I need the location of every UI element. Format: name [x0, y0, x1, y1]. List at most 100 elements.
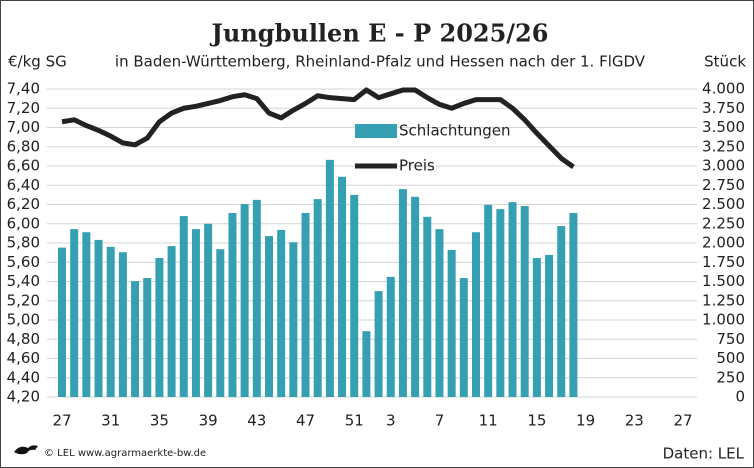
y-tick-label: 6,20 [7, 195, 40, 213]
x-tick-label: 23 [625, 412, 644, 430]
y-tick-label: 4,80 [7, 330, 40, 348]
legend-label: Schlachtungen [399, 122, 511, 140]
bar [520, 206, 529, 397]
y2-tick-label: 750 [716, 330, 745, 348]
bar [496, 209, 505, 397]
bar [204, 223, 213, 397]
x-tick-label: 51 [345, 412, 364, 430]
x-tick-label: 7 [435, 412, 445, 430]
bar [447, 249, 456, 397]
y-tick-label: 7,00 [7, 118, 40, 136]
x-tick-label: 47 [296, 412, 315, 430]
bar [70, 229, 79, 397]
y-tick-label: 5,40 [7, 272, 40, 290]
y2-tick-label: 1.500 [702, 272, 745, 290]
bar [532, 258, 541, 397]
bar [240, 204, 249, 397]
y2-tick-label: 3.500 [702, 118, 745, 136]
bar [569, 212, 578, 397]
y-tick-label: 6,60 [7, 157, 40, 175]
x-tick-label: 19 [576, 412, 595, 430]
y-tick-label: 4,60 [7, 349, 40, 367]
y-tick-label: 6,00 [7, 214, 40, 232]
bar [277, 229, 286, 397]
y2-tick-label: 3.000 [702, 157, 745, 175]
x-tick-label: 11 [479, 412, 498, 430]
legend-label: Preis [399, 157, 435, 175]
bar [338, 176, 347, 397]
bar [265, 236, 273, 397]
x-tick-label: 27 [52, 412, 71, 430]
bar [484, 204, 493, 397]
y2-tick-label: 1.750 [702, 253, 745, 271]
bar [374, 291, 383, 397]
bar [191, 229, 200, 397]
y-tick-label: 4,40 [7, 368, 40, 386]
bar [252, 199, 261, 397]
bar [179, 216, 188, 397]
bar [398, 189, 407, 397]
bar [557, 226, 566, 397]
bar [82, 232, 91, 397]
legend-swatch [355, 124, 397, 138]
y2-axis-label: Stück [704, 53, 746, 71]
y2-tick-label: 4.000 [702, 80, 745, 98]
y2-tick-label: 1.000 [702, 311, 745, 329]
x-tick-label: 39 [199, 412, 218, 430]
y2-tick-label: 2.750 [702, 176, 745, 194]
bar [155, 258, 164, 397]
y2-tick-label: 3.750 [702, 99, 745, 117]
x-tick-label: 3 [386, 412, 396, 430]
bar [289, 242, 298, 397]
bar [58, 247, 66, 397]
y-tick-label: 6,80 [7, 137, 40, 155]
y-tick-label: 6,40 [7, 176, 40, 194]
bar [545, 254, 554, 397]
y-tick-label: 7,20 [7, 99, 40, 117]
x-tick-label: 27 [673, 412, 692, 430]
bar [411, 196, 420, 397]
bar [228, 212, 237, 397]
source: Daten: LEL [663, 445, 745, 463]
x-tick-label: 43 [247, 412, 266, 430]
y2-tick-label: 0 [735, 388, 745, 406]
bar [508, 202, 517, 397]
line [61, 87, 575, 169]
bar [459, 278, 468, 397]
bar [131, 281, 140, 397]
bar [472, 232, 480, 397]
y-tick-label: 5,60 [7, 253, 40, 271]
y2-tick-label: 3.250 [702, 137, 745, 155]
bar [118, 252, 127, 397]
bar [94, 239, 103, 397]
bar [216, 249, 225, 397]
y-tick-label: 5,00 [7, 311, 40, 329]
y-tick-label: 4,20 [7, 388, 40, 406]
y-tick-label: 5,80 [7, 234, 40, 252]
bar [313, 199, 322, 397]
chart-title: Jungbullen E - P 2025/26 [210, 19, 549, 48]
y-axis-label: €/kg SG [8, 53, 67, 71]
y2-tick-label: 2.250 [702, 214, 745, 232]
bar [143, 278, 152, 397]
x-tick-label: 35 [150, 412, 169, 430]
bar [350, 194, 359, 397]
y2-tick-label: 250 [716, 368, 745, 386]
bar [423, 216, 432, 397]
y2-tick-label: 500 [716, 349, 745, 367]
y-tick-label: 5,20 [7, 291, 40, 309]
y2-tick-label: 2.000 [702, 234, 745, 252]
x-tick-label: 15 [527, 412, 546, 430]
credit: © LEL www.agrarmaerkte-bw.de [44, 448, 206, 459]
bar [301, 212, 310, 397]
y-tick-label: 7,40 [7, 80, 40, 98]
x-tick-label: 31 [101, 412, 120, 430]
chart-subtitle: in Baden-Württemberg, Rheinland-Pfalz un… [115, 53, 646, 71]
bar [362, 331, 371, 397]
bar [386, 276, 395, 397]
bar [106, 246, 115, 397]
y2-tick-label: 1.250 [702, 291, 745, 309]
bar [325, 159, 334, 397]
y2-tick-label: 2.500 [702, 195, 745, 213]
bar [435, 229, 444, 397]
